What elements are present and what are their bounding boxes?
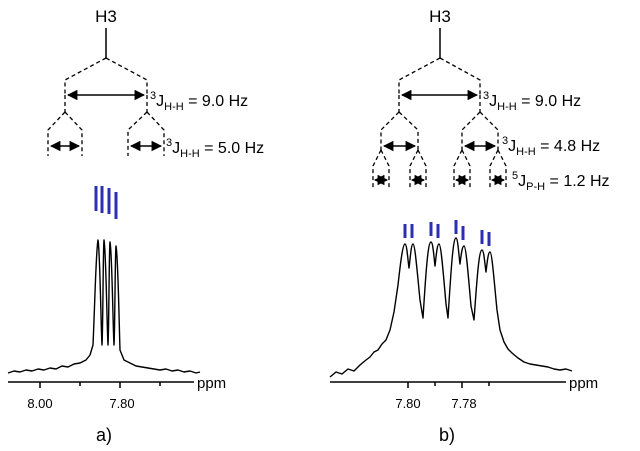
tree-a-sub-left-2: [64, 111, 83, 156]
tree-b-branch-right: [439, 57, 481, 95]
panel-a-title: H3: [95, 7, 117, 26]
panel-b-line-markers: [403, 220, 491, 246]
tree-b-p-3a: [453, 149, 463, 190]
panel-b-title: H3: [429, 7, 451, 26]
tree-a-sub-right-2: [146, 111, 165, 156]
panel-a-label: a): [96, 425, 112, 445]
tree-b-p-1a: [372, 149, 382, 190]
panel-a-line-markers: [94, 186, 118, 219]
tree-a-sub-right-1: [127, 111, 148, 156]
panel-b-label: b): [439, 425, 455, 445]
panel-a-tick-label: 8.00: [27, 396, 52, 411]
panel-b-tick-label: 7.78: [451, 396, 476, 411]
panel-b-axis-unit: ppm: [569, 375, 598, 392]
panel-b-spectrum-trace: [329, 237, 573, 378]
tree-b-p-3b: [461, 149, 471, 190]
tree-a-sub-left-1: [47, 111, 66, 156]
tree-b-p-4b: [497, 149, 507, 190]
tree-b-p-2b: [417, 149, 427, 190]
panel-a-spectrum-trace: [7, 239, 201, 374]
panel-a-coupling-1-label: 3JH-H = 9.0 Hz: [150, 90, 248, 113]
tree-b-p-1b: [380, 149, 390, 190]
panel-b-coupling-2-label: 3JH-H = 4.8 Hz: [502, 135, 600, 158]
tree-b-p-4a: [489, 149, 499, 190]
panel-a: H3 3JH-H = 9.0 Hz 3JH-H = 5.0 Hz: [7, 7, 264, 445]
panel-b-coupling-1-label: 3JH-H = 9.0 Hz: [483, 90, 581, 113]
tree-b-sub-right-2: [479, 111, 499, 150]
panel-b-coupling-3-label: 5JP-H = 1.2 Hz: [512, 170, 610, 193]
tree-b-branch-left: [398, 57, 441, 95]
panel-a-tick-label: 7.80: [109, 396, 134, 411]
panel-a-coupling-2-label: 3JH-H = 5.0 Hz: [166, 137, 264, 160]
tree-a-branch-left: [64, 57, 107, 95]
panel-b-splitting-tree: [372, 28, 507, 190]
tree-b-sub-left-2: [398, 111, 419, 150]
tree-b-sub-right-1: [461, 111, 481, 150]
panel-a-splitting-tree: [47, 28, 165, 156]
tree-a-branch-right: [105, 57, 148, 95]
tree-b-p-2a: [409, 149, 419, 190]
panel-b-tick-label: 7.80: [395, 396, 420, 411]
panel-b: H3 3JH-H: [329, 7, 610, 445]
tree-b-sub-left-1: [380, 111, 400, 150]
panel-a-axis-unit: ppm: [197, 375, 226, 392]
